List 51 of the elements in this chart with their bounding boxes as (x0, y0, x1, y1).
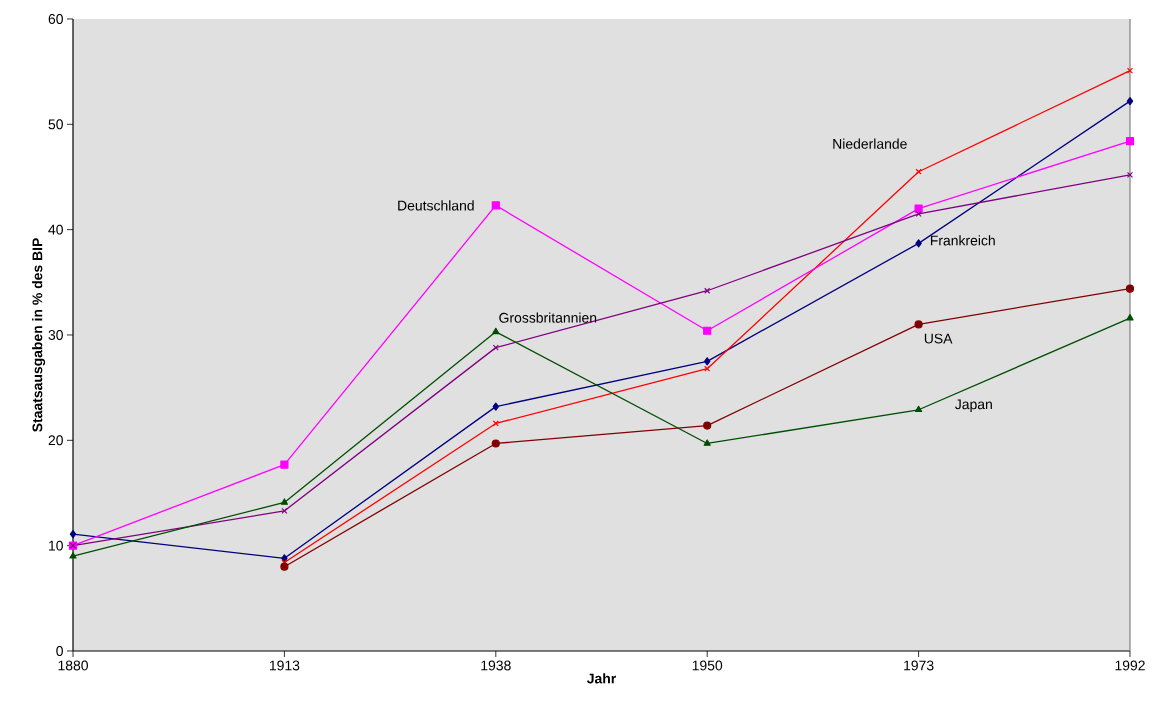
point (492, 327, 500, 335)
series-label: Frankreich (930, 235, 995, 246)
point (915, 239, 922, 248)
point (703, 326, 712, 335)
series-label: Grossbritannien (499, 312, 597, 323)
point (703, 357, 711, 366)
series-label: Niederlande (833, 138, 907, 149)
point (492, 344, 499, 351)
point (491, 201, 500, 210)
point (491, 439, 500, 448)
point (703, 421, 712, 430)
point (281, 507, 288, 514)
y-axis-title: Staatsausgaben in % des BIP (32, 238, 46, 432)
point (915, 210, 922, 217)
y-tick-label: 20 (48, 435, 63, 446)
point (69, 529, 77, 539)
point (492, 402, 500, 411)
point (704, 365, 711, 372)
y-tick-label: 30 (48, 330, 63, 340)
x-tick-label: 1973 (904, 660, 934, 671)
point (69, 552, 77, 559)
y-tick-label: 10 (49, 540, 63, 551)
point (281, 554, 288, 563)
series-label: Japan (955, 399, 992, 413)
point (280, 498, 289, 505)
point (1125, 284, 1135, 293)
point (1126, 97, 1134, 106)
x-tick-label: 1880 (58, 660, 88, 671)
x-tick-label: 1938 (481, 660, 511, 671)
point (280, 460, 289, 469)
point (914, 405, 923, 413)
y-tick-label: 60 (48, 14, 63, 24)
x-tick-label: 1992 (1115, 660, 1145, 671)
y-tick-label: 40 (48, 224, 63, 235)
point (1126, 171, 1134, 178)
series-label: Deutschland (398, 200, 474, 211)
point (915, 168, 922, 175)
point (492, 420, 499, 427)
series-label: USA (924, 333, 953, 344)
point (280, 562, 289, 571)
x-axis-title: Jahr (586, 673, 617, 684)
point (914, 320, 923, 329)
y-tick-label: 0 (56, 646, 63, 656)
point (914, 204, 923, 213)
point (703, 439, 711, 446)
point (1126, 67, 1134, 74)
point (1125, 137, 1135, 146)
x-tick-label: 1950 (692, 660, 723, 671)
point (1126, 314, 1134, 321)
x-tick-label: 1913 (269, 660, 300, 671)
y-tick-label: 50 (48, 119, 63, 130)
